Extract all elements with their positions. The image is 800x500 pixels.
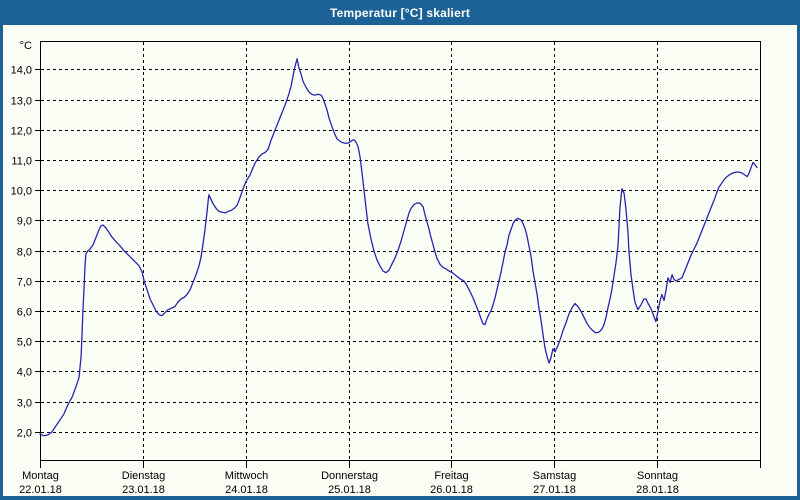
day-name-label: Samstag	[533, 470, 576, 482]
y-axis-label: 14,0	[11, 65, 32, 77]
day-name-label: Mittwoch	[225, 470, 268, 482]
day-name-label: Montag	[22, 470, 59, 482]
day-name-label: Freitag	[434, 470, 468, 482]
day-name-label: Donnerstag	[321, 470, 378, 482]
day-date-label: 25.01.18	[328, 484, 371, 496]
y-axis-label: 3,0	[17, 398, 32, 410]
y-axis-label: 10,0	[11, 186, 32, 198]
y-axis-label: 2,0	[17, 428, 32, 440]
y-axis-label: 5,0	[17, 337, 32, 349]
day-date-label: 23.01.18	[122, 484, 165, 496]
day-name-label: Dienstag	[122, 470, 165, 482]
y-axis-label: 6,0	[17, 307, 32, 319]
plot-border	[40, 41, 761, 461]
temperature-line	[39, 58, 758, 437]
window-titlebar: Temperatur [°C] skaliert	[0, 0, 800, 25]
day-date-label: 22.01.18	[19, 484, 62, 496]
day-date-label: 27.01.18	[533, 484, 576, 496]
day-name-label: Sonntag	[637, 470, 678, 482]
day-date-label: 26.01.18	[430, 484, 473, 496]
y-axis-unit-label: °C	[20, 40, 32, 52]
y-axis-label: 8,0	[17, 247, 32, 259]
chart-area: 2,0 3,0 4,0 5,0 6,0 7,0 8,0 9,0 10,0 11,0 12,0 13,0…	[3, 25, 797, 496]
y-axis-label: 13,0	[11, 96, 32, 108]
y-axis-label: 4,0	[17, 367, 32, 379]
y-axis-label: 11,0	[11, 156, 32, 168]
temperature-line-chart: 2,0 3,0 4,0 5,0 6,0 7,0 8,0 9,0 10,0 11,0 12,0 13,0…	[11, 40, 761, 496]
y-axis-label: 12,0	[11, 126, 32, 138]
day-date-label: 28.01.18	[636, 484, 679, 496]
window-title: Temperatur [°C] skaliert	[329, 5, 471, 20]
y-axis-label: 9,0	[17, 216, 32, 228]
y-axis-label: 7,0	[17, 277, 32, 289]
day-date-label: 24.01.18	[225, 484, 268, 496]
